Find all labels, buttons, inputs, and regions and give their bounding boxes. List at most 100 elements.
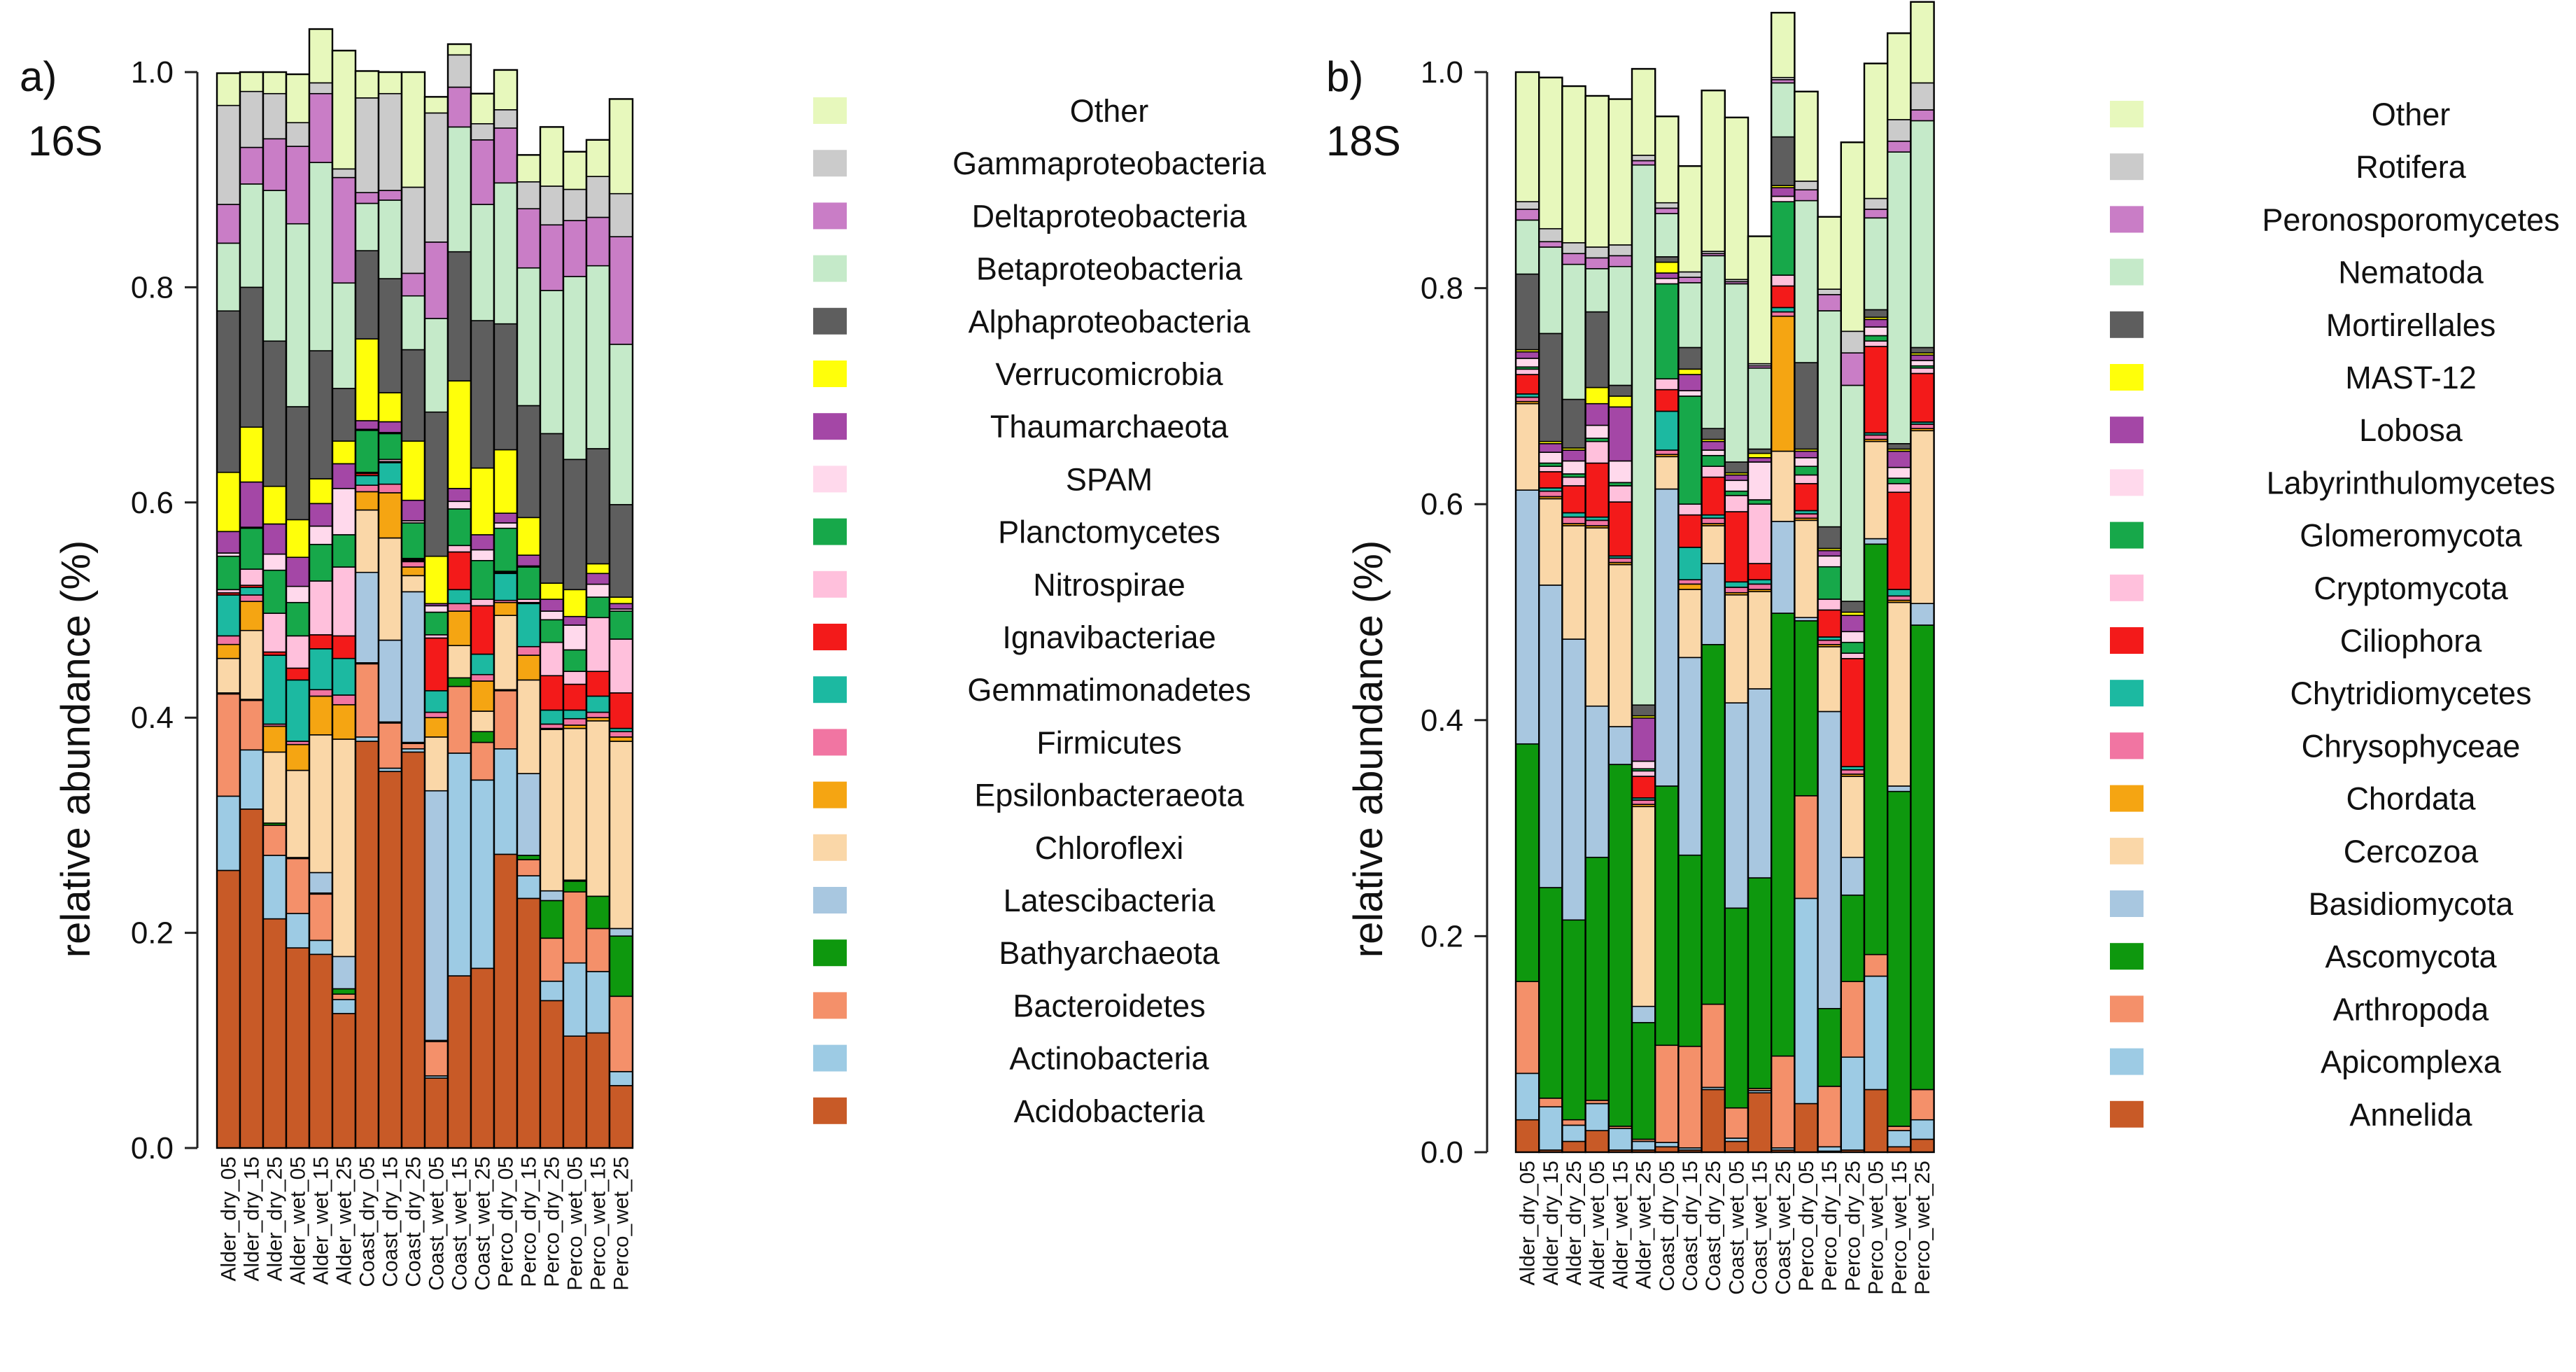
bar-segment (1561, 263, 1586, 400)
legend-swatch (2110, 311, 2144, 338)
bar-segment (447, 975, 472, 1149)
legend-item: Lobosa (2110, 412, 2463, 448)
bar-segment (286, 556, 310, 587)
bar-segment (1840, 894, 1865, 983)
legend-label: Cryptomycota (2314, 570, 2509, 606)
bar-segment (239, 71, 264, 92)
bar-segment (540, 610, 564, 621)
y-tick-label: 1.0 (1421, 55, 1463, 90)
bar-segment (563, 649, 587, 672)
bar-segment (1747, 452, 1773, 458)
bar-segment (470, 967, 495, 1149)
bar-segment (1910, 424, 1935, 429)
bar-segment (447, 551, 472, 591)
bar-segment (1538, 332, 1563, 442)
bar-segment (355, 97, 379, 193)
bar-segment (1608, 396, 1633, 408)
bar-segment (1840, 615, 1865, 633)
bar-segment (470, 779, 495, 969)
bar-segment (262, 553, 287, 571)
bar-segment (1677, 514, 1703, 548)
bar-segment (286, 146, 310, 225)
bar-segment (1887, 785, 1912, 792)
bar-segment (1515, 402, 1540, 491)
bar-segment (378, 200, 402, 279)
bar-segment (262, 654, 287, 725)
bar-segment (563, 276, 587, 461)
bar-segment (1538, 1098, 1563, 1107)
bar-segment (1724, 490, 1749, 496)
bar-stack (1770, 11, 1796, 1154)
bar-segment (563, 589, 587, 617)
bar-segment (332, 282, 356, 389)
bar-stack (1724, 116, 1750, 1154)
bar-segment (239, 527, 264, 570)
bar-stack (608, 98, 634, 1149)
bar-segment (1584, 268, 1610, 313)
bar-segment (1701, 525, 1726, 564)
legend-item: Nitrospirae (813, 567, 1185, 603)
bar-segment (1677, 583, 1703, 590)
legend-label: Latescibacteria (1004, 883, 1216, 918)
bar-segment (516, 773, 541, 856)
bar-segment (1654, 378, 1680, 391)
bar-stack (1886, 32, 1912, 1154)
bar-segment (609, 98, 633, 195)
bar-segment (1654, 277, 1680, 285)
bar-segment (262, 855, 287, 920)
bar-segment (1515, 743, 1540, 983)
bar-segment (332, 534, 356, 568)
bar-segment (1631, 770, 1656, 777)
bar-segment (309, 689, 333, 697)
bar-segment (586, 720, 610, 897)
bar-segment (1561, 476, 1586, 486)
legend-label: Thaumarchaeota (990, 409, 1229, 444)
bar-segment (1515, 71, 1540, 202)
legend-label: SPAM (1066, 461, 1153, 497)
bar-stack (1677, 165, 1703, 1154)
legend-label: Chrysophyceae (2302, 728, 2521, 764)
bar-segment (516, 554, 541, 567)
bar-segment (401, 575, 425, 593)
bar-segment (1887, 442, 1912, 450)
bar-segment (378, 483, 402, 493)
bar-segment (1771, 285, 1796, 309)
bar-segment (216, 657, 241, 694)
bar-segment (1747, 367, 1773, 450)
bar-segment (516, 654, 541, 681)
bar-segment (1538, 498, 1563, 586)
bar-segment (540, 1000, 564, 1149)
bar-segment (286, 769, 310, 858)
bar-segment (401, 71, 425, 188)
panel-a-bars (216, 28, 634, 1149)
bar-segment (1910, 372, 1935, 423)
bar-segment (563, 150, 587, 190)
bar-segment (1677, 579, 1703, 585)
legend-item: Latescibacteria (813, 883, 1216, 918)
bar-segment (609, 638, 633, 694)
panel-b-label: b) (1326, 53, 1363, 100)
bar-segment (1910, 430, 1935, 604)
bar-segment (378, 190, 402, 201)
bar-stack (446, 43, 472, 1149)
bar-segment (563, 683, 587, 711)
bar-stack (331, 50, 357, 1149)
bar-segment (355, 509, 379, 573)
bar-segment (1887, 1126, 1912, 1131)
legend-label: Cercozoa (2344, 834, 2479, 869)
bar-stack (516, 154, 542, 1149)
bar-segment (1794, 795, 1819, 899)
bar-segment (309, 82, 333, 94)
bar-segment (262, 523, 287, 555)
bar-segment (1631, 1140, 1656, 1151)
bar-segment (516, 517, 541, 556)
bar-segment (424, 637, 449, 692)
bar-segment (355, 571, 379, 664)
bar-segment (470, 320, 495, 469)
panel-16s: a) 16S relative abundance (%) 0.00.20.40… (20, 28, 1267, 1291)
legend-item: Thaumarchaeota (813, 409, 1229, 444)
bar-segment (309, 648, 333, 691)
legend-item: Nematoda (2110, 255, 2484, 290)
bar-stack (493, 69, 519, 1149)
bar-segment (540, 619, 564, 643)
